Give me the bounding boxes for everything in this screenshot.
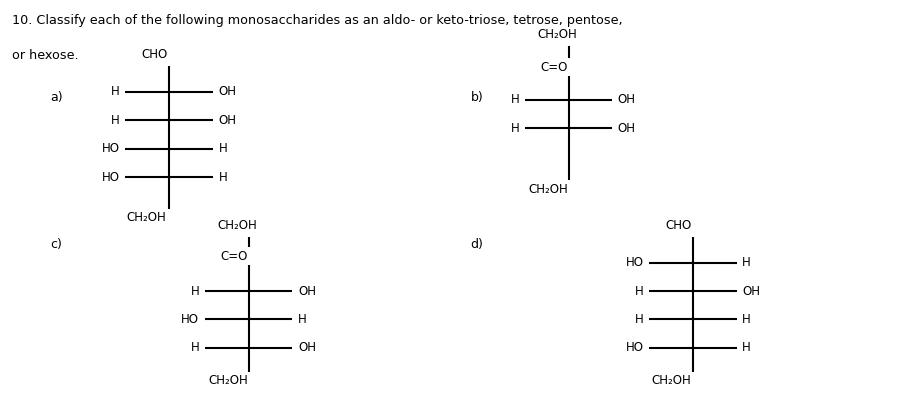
Text: H: H — [742, 341, 751, 354]
Text: OH: OH — [742, 284, 760, 298]
Text: OH: OH — [298, 284, 316, 298]
Text: OH: OH — [218, 114, 237, 127]
Text: CH₂OH: CH₂OH — [218, 219, 257, 232]
Text: 10. Classify each of the following monosaccharides as an aldo- or keto-triose, t: 10. Classify each of the following monos… — [12, 14, 622, 27]
Text: OH: OH — [618, 122, 636, 135]
Text: b): b) — [471, 91, 484, 104]
Text: d): d) — [471, 238, 484, 251]
Text: or hexose.: or hexose. — [12, 49, 79, 62]
Text: C=O: C=O — [220, 250, 248, 263]
Text: CH₂OH: CH₂OH — [537, 28, 577, 41]
Text: HO: HO — [625, 256, 643, 269]
Text: OH: OH — [618, 93, 636, 106]
Text: OH: OH — [298, 341, 316, 354]
Text: H: H — [218, 142, 228, 155]
Text: H: H — [742, 256, 751, 269]
Text: H: H — [190, 284, 199, 298]
Text: H: H — [111, 85, 120, 98]
Text: HO: HO — [101, 171, 120, 184]
Text: H: H — [111, 114, 120, 127]
Text: HO: HO — [181, 313, 199, 326]
Text: CH₂OH: CH₂OH — [652, 374, 691, 387]
Text: CH₂OH: CH₂OH — [208, 374, 248, 387]
Text: H: H — [510, 122, 519, 135]
Text: C=O: C=O — [540, 61, 568, 74]
Text: a): a) — [50, 91, 63, 104]
Text: H: H — [190, 341, 199, 354]
Text: H: H — [298, 313, 307, 326]
Text: H: H — [634, 284, 643, 298]
Text: H: H — [510, 93, 519, 106]
Text: H: H — [634, 313, 643, 326]
Text: HO: HO — [625, 341, 643, 354]
Text: H: H — [742, 313, 751, 326]
Text: CH₂OH: CH₂OH — [528, 183, 568, 196]
Text: HO: HO — [101, 142, 120, 155]
Text: CHO: CHO — [142, 48, 168, 61]
Text: CH₂OH: CH₂OH — [126, 211, 165, 224]
Text: H: H — [218, 171, 228, 184]
Text: OH: OH — [218, 85, 237, 98]
Text: c): c) — [50, 238, 62, 251]
Text: CHO: CHO — [665, 219, 692, 232]
